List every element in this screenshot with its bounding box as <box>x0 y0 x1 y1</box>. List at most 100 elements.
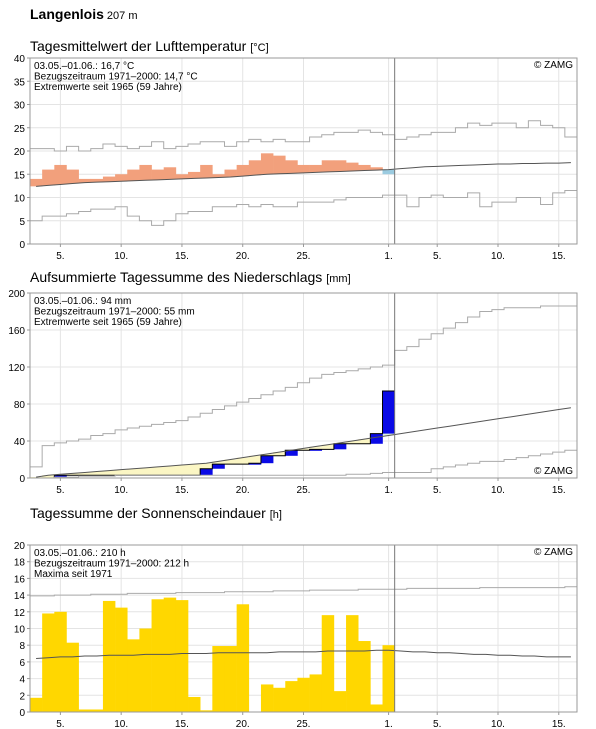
precipitation-deviation-area <box>115 469 128 476</box>
temperature-day-bar <box>297 164 310 173</box>
precipitation-deviation-area <box>163 465 177 476</box>
precipitation-day-bar <box>248 463 262 465</box>
station-header: Langenlois 207 m <box>30 6 137 24</box>
precipitation-maximum-line <box>30 305 577 468</box>
precipitation-deviation-area <box>346 441 359 444</box>
x-tick-label: 10. <box>114 251 128 262</box>
sunshine-unit: [h] <box>269 509 282 521</box>
x-tick-label: 10. <box>114 719 128 729</box>
temperature-title-text: Tagesmittelwert der Lufttemperatur <box>30 38 247 54</box>
temperature-day-bar <box>175 174 189 179</box>
y-tick-label: 10 <box>14 625 26 636</box>
y-tick-label: 16 <box>14 574 26 585</box>
precipitation-deviation-area <box>90 471 104 476</box>
sunshine-bars <box>30 597 395 712</box>
x-tick-label: 10. <box>114 485 128 496</box>
precipitation-mean-line <box>36 407 571 478</box>
precipitation-day-bar <box>333 443 347 450</box>
x-tick-label: 15. <box>175 485 189 496</box>
precipitation-day-bar <box>200 468 213 476</box>
x-tick-label: 25. <box>297 485 311 496</box>
precipitation-deviation-area <box>127 468 140 476</box>
sunshine-day-bar <box>273 687 286 712</box>
x-tick-label: 1. <box>384 251 392 262</box>
temperature-day-bar <box>285 160 298 174</box>
y-tick-label: 20 <box>14 147 26 158</box>
sunshine-day-bar <box>175 600 189 712</box>
y-tick-label: 18 <box>14 558 26 569</box>
precipitation-deviation-area <box>151 466 165 476</box>
precipitation-deviation-area <box>188 464 201 476</box>
temperature-maximum-line <box>30 120 577 152</box>
y-tick-label: 0 <box>19 240 25 251</box>
x-tick-label: 15. <box>175 251 189 262</box>
sunshine-day-bar <box>333 691 347 712</box>
copyright-label: © ZAMG <box>534 466 573 477</box>
x-tick-label: 5. <box>433 719 441 729</box>
x-tick-label: 20. <box>236 485 250 496</box>
sunshine-day-bar <box>297 677 310 712</box>
sunshine-day-bar <box>188 696 201 712</box>
y-axis: 0 40 80 120 160 200 <box>8 289 30 485</box>
temperature-day-bar <box>382 169 395 175</box>
x-axis: 5. 10. 15. 20. 25. 1. 5. 10. 15. <box>56 244 566 262</box>
y-tick-label: 40 <box>14 54 26 65</box>
info-line: Bezugszeitraum 1971–2000: 212 h <box>34 559 189 570</box>
y-tick-label: 25 <box>14 124 26 135</box>
info-line: Bezugszeitraum 1971–2000: 55 mm <box>34 307 195 318</box>
precipitation-deviation-area <box>66 473 79 476</box>
precipitation-deviation-area <box>260 453 274 456</box>
y-axis: 0 5 10 15 20 25 30 35 40 <box>14 54 30 251</box>
temperature-day-bar <box>127 169 140 181</box>
y-tick-label: 10 <box>14 194 26 205</box>
precipitation-deviation-area <box>175 465 189 476</box>
y-tick-label: 40 <box>14 437 26 448</box>
sunshine-day-bar <box>260 684 274 712</box>
temperature-day-bar <box>236 164 250 177</box>
x-tick-label: 15. <box>175 719 189 729</box>
temperature-day-bar <box>54 164 67 185</box>
sunshine-day-bar <box>127 639 140 712</box>
sunshine-day-bar <box>382 645 395 712</box>
sunshine-maxima-line <box>30 586 577 597</box>
temperature-day-bar <box>212 174 225 178</box>
info-line: 03.05.–01.06.: 210 h <box>34 548 126 559</box>
temperature-day-bar <box>333 160 347 172</box>
precipitation-unit: [mm] <box>326 273 351 285</box>
precipitation-deviation-area <box>297 448 310 451</box>
precipitation-deviation-area <box>200 463 213 469</box>
temperature-minimum-line <box>30 190 577 226</box>
sunshine-day-bar <box>370 704 383 712</box>
precipitation-day-bar <box>212 464 225 469</box>
temperature-day-bar <box>102 176 116 182</box>
precipitation-deviation-area <box>358 439 371 444</box>
info-line: 03.05.–01.06.: 16,7 °C <box>34 61 134 72</box>
temperature-day-bar <box>248 160 262 176</box>
y-tick-label: 6 <box>19 658 25 669</box>
sunshine-day-bar <box>115 607 128 712</box>
x-tick-label: 25. <box>297 251 311 262</box>
y-tick-label: 0 <box>19 474 25 485</box>
sunshine-day-bar <box>66 642 79 712</box>
precipitation-deviation-area <box>42 475 55 478</box>
precipitation-deviation-area <box>248 455 262 464</box>
temperature-day-bar <box>188 171 201 179</box>
precipitation-day-bar <box>309 449 323 451</box>
precipitation-accumulated-line <box>30 390 395 479</box>
x-tick-label: 1. <box>384 485 392 496</box>
sunshine-mean-line <box>36 649 571 660</box>
temperature-day-bar <box>115 174 128 182</box>
y-tick-label: 160 <box>8 326 25 337</box>
x-tick-label: 15. <box>552 251 566 262</box>
precipitation-day-bar <box>260 455 274 464</box>
y-tick-label: 30 <box>14 101 26 112</box>
temperature-day-bar <box>90 178 104 183</box>
y-tick-label: 5 <box>19 217 25 228</box>
x-tick-label: 5. <box>56 719 64 729</box>
precipitation-deviation-area <box>273 452 286 456</box>
x-tick-label: 1. <box>384 719 392 729</box>
sunshine-day-bar <box>151 599 165 712</box>
temperature-unit: [°C] <box>250 42 269 54</box>
